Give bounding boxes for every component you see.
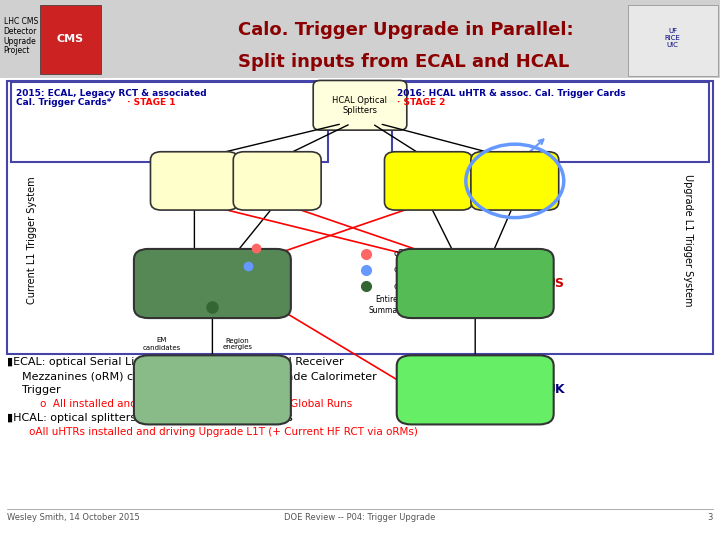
FancyBboxPatch shape [150, 152, 238, 210]
Text: · STAGE 1: · STAGE 1 [124, 98, 176, 107]
Text: UK: UK [133, 383, 153, 396]
FancyBboxPatch shape [313, 80, 407, 130]
FancyBboxPatch shape [11, 82, 328, 162]
Text: Regional
Calo Trigger: Regional Calo Trigger [179, 273, 246, 294]
Text: HCAL
Energy
(μHTR): HCAL Energy (μHTR) [501, 166, 528, 196]
Text: Global
Calo Trigger: Global Calo Trigger [179, 379, 246, 401]
Text: ▮HCAL: optical splitters drive both HTRs and μHTRs: ▮HCAL: optical splitters drive both HTRs… [7, 413, 293, 423]
Text: ECAL
Energy
(TCC): ECAL Energy (TCC) [264, 166, 291, 196]
Text: 3: 3 [708, 513, 713, 522]
Text: Split inputs from ECAL and HCAL: Split inputs from ECAL and HCAL [238, 53, 569, 71]
Text: Layer 2
Calo Trigger: Layer 2 Calo Trigger [442, 379, 508, 401]
Text: 2016: HCAL uHTR & assoc. Cal. Trigger Cards: 2016: HCAL uHTR & assoc. Cal. Trigger Ca… [397, 89, 626, 98]
Text: HF
Energy
(μHTR): HF Energy (μHTR) [415, 166, 442, 196]
FancyBboxPatch shape [40, 5, 101, 74]
Text: Region
energies: Region energies [222, 338, 253, 350]
Text: Current L1 Trigger System: Current L1 Trigger System [27, 177, 37, 304]
Text: 2015: ECAL, Legacy RCT & associated: 2015: ECAL, Legacy RCT & associated [16, 89, 207, 98]
Text: Trigger: Trigger [22, 385, 60, 395]
Text: HCAL
Energy
(HTR): HCAL Energy (HTR) [181, 166, 208, 196]
FancyBboxPatch shape [134, 355, 291, 424]
Text: CMS: CMS [57, 34, 84, 44]
Text: LHC CMS: LHC CMS [4, 17, 38, 26]
FancyBboxPatch shape [397, 355, 554, 424]
Text: Calo. Trigger Upgrade in Parallel:: Calo. Trigger Upgrade in Parallel: [238, 21, 573, 39]
Text: HCAL Optical
Splitters: HCAL Optical Splitters [333, 96, 387, 115]
FancyBboxPatch shape [0, 0, 720, 78]
Text: oRM: oRM [393, 266, 411, 274]
Text: UF
RICE
UIC: UF RICE UIC [665, 28, 680, 48]
Text: Wesley Smith, 14 October 2015: Wesley Smith, 14 October 2015 [7, 513, 140, 522]
FancyBboxPatch shape [397, 249, 554, 318]
Text: EM
candidates: EM candidates [143, 338, 181, 350]
Text: Upgrade L1 Trigger System: Upgrade L1 Trigger System [683, 174, 693, 307]
Text: US: US [133, 277, 152, 290]
Text: DOE Review -- P04: Trigger Upgrade: DOE Review -- P04: Trigger Upgrade [284, 513, 436, 522]
FancyBboxPatch shape [7, 81, 713, 354]
Text: Cal. Trigger Cards*: Cal. Trigger Cards* [16, 98, 112, 107]
Text: · STAGE 2: · STAGE 2 [397, 98, 446, 107]
FancyBboxPatch shape [471, 152, 559, 210]
FancyBboxPatch shape [134, 249, 291, 318]
Text: Mezzanines (oRM) connect to Present and Upgrade Calorimeter: Mezzanines (oRM) connect to Present and … [22, 372, 377, 382]
Text: Layer 1
Calo Trigger: Layer 1 Calo Trigger [442, 273, 508, 294]
Text: oRSC: oRSC [393, 282, 415, 291]
Text: o  All installed and being commissioned in CMS Global Runs: o All installed and being commissioned i… [40, 399, 352, 409]
Text: UK: UK [546, 383, 565, 396]
FancyBboxPatch shape [233, 152, 321, 210]
Text: Project: Project [4, 46, 30, 56]
Text: oSLB: oSLB [393, 249, 414, 258]
Text: ▮ECAL: optical Serial Link Board (OSLB) and optical Receiver: ▮ECAL: optical Serial Link Board (OSLB) … [7, 357, 344, 368]
Text: oAll uHTRs installed and driving Upgrade L1T (+ Current HF RCT via oRMs): oAll uHTRs installed and driving Upgrade… [29, 427, 418, 437]
Text: Entire
Summary: Entire Summary [368, 295, 405, 315]
FancyBboxPatch shape [628, 5, 718, 76]
FancyBboxPatch shape [384, 152, 472, 210]
Text: US: US [546, 277, 564, 290]
FancyBboxPatch shape [392, 82, 709, 162]
Text: Upgrade: Upgrade [4, 37, 36, 46]
Text: Detector: Detector [4, 27, 37, 36]
